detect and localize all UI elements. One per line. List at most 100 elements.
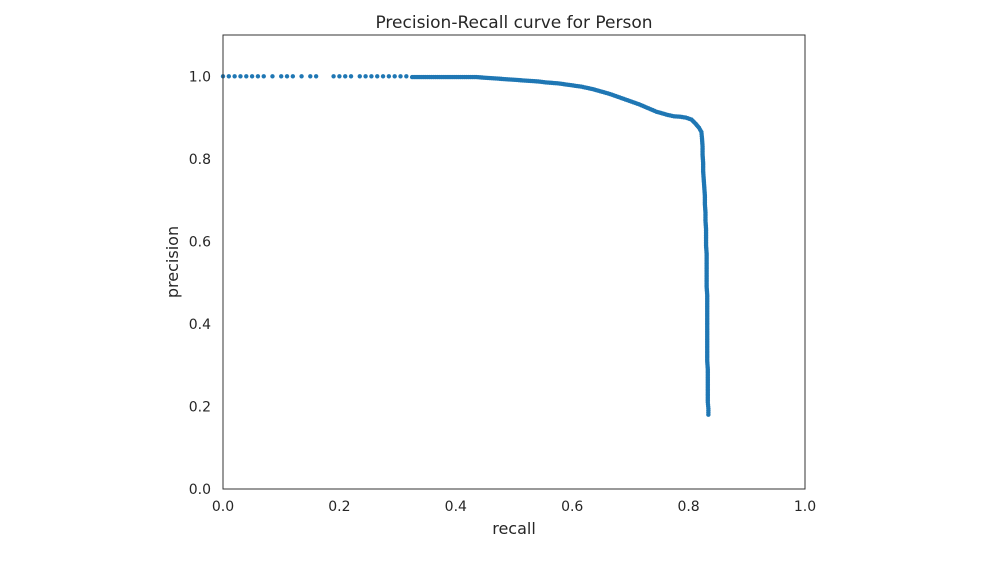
data-point xyxy=(363,74,368,79)
data-point xyxy=(704,266,709,271)
data-point xyxy=(700,159,706,164)
data-point xyxy=(701,175,706,181)
data-point xyxy=(425,74,430,80)
data-point xyxy=(705,404,711,409)
data-point xyxy=(290,74,296,79)
data-point xyxy=(617,95,622,100)
data-point xyxy=(331,74,336,79)
data-point xyxy=(348,74,354,79)
data-point xyxy=(576,84,582,89)
data-point xyxy=(565,82,570,87)
data-point xyxy=(413,74,419,80)
data-point xyxy=(477,75,483,80)
y-tick-label: 0.2 xyxy=(189,399,211,415)
data-point xyxy=(489,75,494,81)
data-point xyxy=(437,74,442,80)
x-tick-label: 0.2 xyxy=(328,499,350,515)
data-point xyxy=(704,258,709,263)
data-point xyxy=(703,233,709,238)
data-point xyxy=(703,216,708,222)
data-point xyxy=(704,249,709,255)
data-point xyxy=(705,357,710,362)
data-point xyxy=(238,74,243,79)
data-point xyxy=(700,142,705,147)
data-point xyxy=(681,115,686,120)
data-point xyxy=(705,340,710,346)
data-point xyxy=(518,78,523,83)
data-point xyxy=(299,74,304,79)
x-axis: 0.0 0.2 0.4 0.6 0.8 1.0 xyxy=(212,499,816,515)
data-point xyxy=(704,282,709,288)
data-point xyxy=(270,74,275,79)
data-point xyxy=(652,108,657,114)
data-point xyxy=(404,74,409,79)
data-point xyxy=(640,103,646,109)
x-tick-label: 0.6 xyxy=(561,499,583,515)
data-point xyxy=(703,225,709,230)
x-tick-label: 0.4 xyxy=(445,499,467,515)
data-point xyxy=(308,74,313,79)
data-point xyxy=(629,99,634,104)
data-point xyxy=(506,77,512,82)
x-tick-label: 0.0 xyxy=(212,499,234,515)
y-tick-label: 0.6 xyxy=(189,234,211,250)
y-tick-label: 0.8 xyxy=(189,152,211,168)
data-point xyxy=(702,192,707,197)
data-point xyxy=(605,91,611,96)
y-tick-label: 0.4 xyxy=(189,317,211,333)
data-point xyxy=(232,74,237,79)
data-point xyxy=(594,87,599,93)
data-point xyxy=(705,365,710,370)
data-points xyxy=(220,74,711,417)
data-point xyxy=(702,200,708,205)
data-point xyxy=(705,373,711,379)
data-point xyxy=(559,81,564,87)
data-point xyxy=(700,150,705,156)
data-point xyxy=(419,74,425,80)
x-tick-label: 0.8 xyxy=(677,499,699,515)
data-point xyxy=(386,74,392,79)
data-point xyxy=(448,74,454,80)
data-point xyxy=(226,74,232,79)
data-point xyxy=(570,83,576,88)
data-point xyxy=(706,410,711,415)
data-point xyxy=(392,74,397,79)
data-point xyxy=(705,324,710,329)
data-point xyxy=(460,74,465,80)
data-point xyxy=(524,78,529,83)
data-point xyxy=(646,106,652,111)
data-point xyxy=(466,74,471,80)
data-point xyxy=(547,80,553,85)
data-point xyxy=(442,74,448,80)
data-point xyxy=(705,307,710,313)
y-axis: 0.0 0.2 0.4 0.6 0.8 1.0 xyxy=(189,69,211,498)
data-point xyxy=(279,74,284,79)
data-point xyxy=(398,74,403,79)
data-point xyxy=(512,77,518,83)
data-point xyxy=(699,133,704,139)
data-point xyxy=(472,74,477,80)
data-point xyxy=(704,274,709,280)
data-point xyxy=(588,86,593,91)
data-point xyxy=(700,167,706,172)
y-tick-label: 0.0 xyxy=(189,482,211,498)
data-point xyxy=(703,208,708,214)
data-point xyxy=(695,124,701,129)
data-point xyxy=(582,85,588,90)
data-point xyxy=(284,74,290,79)
data-point xyxy=(600,89,605,95)
data-point xyxy=(703,241,709,247)
data-point xyxy=(705,332,710,337)
data-point xyxy=(495,76,500,81)
data-point xyxy=(483,75,489,80)
data-point xyxy=(249,74,255,79)
data-point xyxy=(623,97,628,102)
data-point xyxy=(380,74,386,79)
chart-title: Precision-Recall curve for Person xyxy=(375,13,652,33)
data-point xyxy=(337,74,342,79)
data-point xyxy=(658,110,663,116)
data-point xyxy=(687,116,692,122)
y-tick-label: 1.0 xyxy=(189,69,211,85)
